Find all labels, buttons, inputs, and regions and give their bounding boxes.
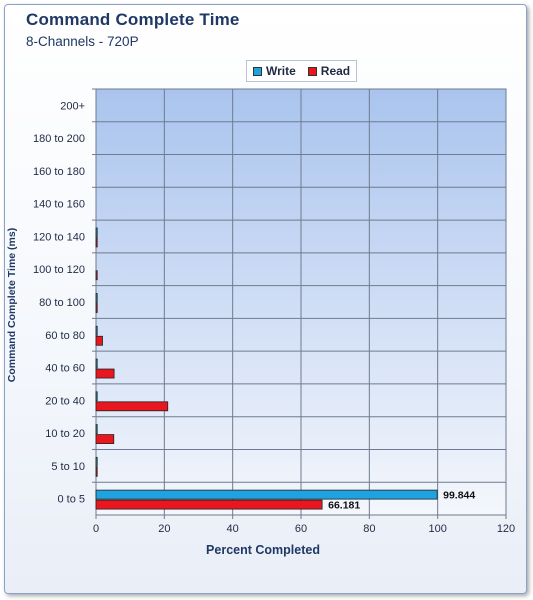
y-tick-label: 120 to 140 — [33, 231, 85, 243]
bar-read — [95, 466, 98, 477]
y-tick-label: 200+ — [60, 100, 85, 112]
data-label-write: 99.844 — [443, 490, 475, 502]
x-tick-label: 0 — [93, 523, 99, 535]
y-tick-label: 10 to 20 — [45, 428, 85, 440]
x-tick-label: 60 — [295, 523, 307, 535]
y-tick-label: 5 to 10 — [51, 461, 85, 473]
bar-read — [95, 368, 115, 379]
bar-read — [95, 270, 98, 281]
y-tick-label: 40 to 60 — [45, 363, 85, 375]
bar-write — [95, 358, 98, 369]
y-tick-label: 160 to 180 — [33, 166, 85, 178]
bar-read — [95, 335, 103, 346]
bar-read — [95, 434, 115, 444]
legend-label-read: Read — [320, 64, 351, 78]
y-tick-label: 100 to 120 — [33, 264, 85, 276]
y-tick-label: 20 to 40 — [45, 395, 85, 407]
y-tick-label: 60 to 80 — [45, 330, 85, 342]
y-tick-label: 140 to 160 — [33, 199, 85, 211]
bar-write — [95, 424, 98, 434]
x-tick-label: 100 — [428, 523, 446, 535]
y-tick-label: 180 to 200 — [33, 133, 85, 145]
legend-item-read: Read — [307, 64, 351, 78]
y-tick-label: 0 to 5 — [57, 494, 85, 506]
data-label-read: 66.181 — [328, 500, 360, 512]
chart-title: Command Complete Time — [26, 10, 240, 29]
bar-write — [95, 489, 438, 500]
bar-write — [95, 391, 98, 402]
x-axis-label: Percent Completed — [206, 543, 320, 557]
legend-label-write: Write — [266, 64, 296, 78]
bar-read — [95, 237, 98, 248]
chart-subtitle: 8-Channels - 720P — [26, 34, 139, 49]
bar-write — [95, 325, 98, 336]
legend: Write Read — [246, 60, 358, 82]
y-tick-label: 80 to 100 — [39, 297, 85, 309]
legend-swatch-write — [253, 66, 262, 76]
bar-read — [95, 303, 98, 313]
legend-item-write: Write — [253, 64, 296, 78]
bar-write — [95, 227, 98, 238]
bar-write — [95, 293, 98, 303]
legend-swatch-read — [307, 66, 317, 76]
x-tick-label: 80 — [363, 523, 375, 535]
x-tick-label: 20 — [158, 523, 170, 535]
bar-read — [95, 499, 323, 510]
x-tick-label: 40 — [227, 523, 239, 535]
bar-read — [95, 401, 169, 412]
bar-write — [95, 456, 98, 467]
x-tick-label: 120 — [497, 523, 515, 535]
